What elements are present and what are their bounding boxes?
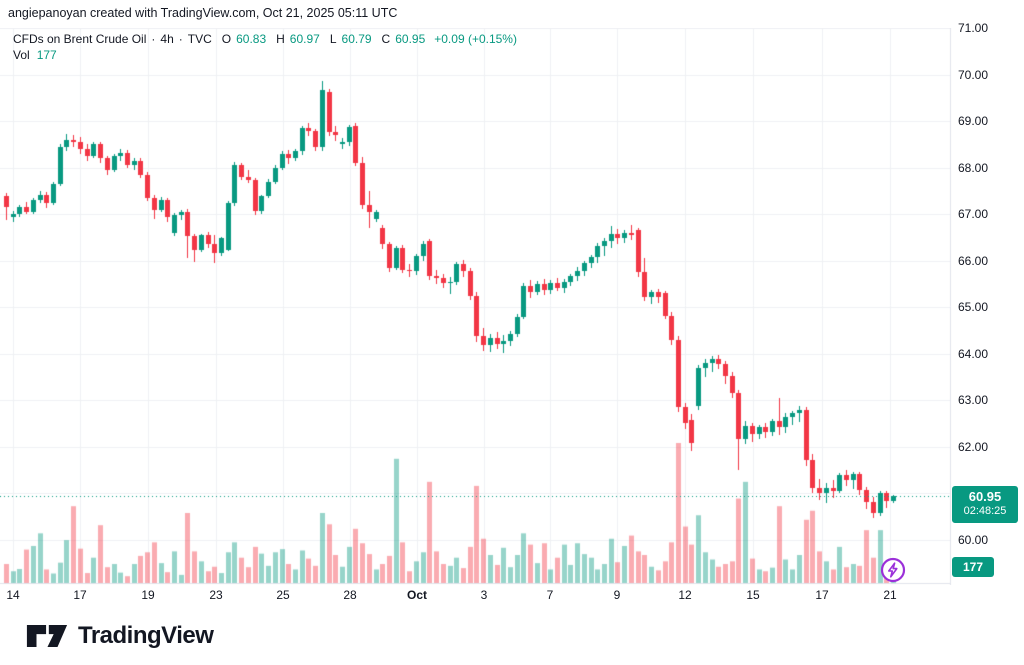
price-axis-label: 69.00 xyxy=(958,114,989,129)
flash-lightning-button[interactable] xyxy=(879,556,907,584)
high-label: H xyxy=(276,32,285,46)
volume-legend: Vol 177 xyxy=(13,48,57,62)
price-axis-label: 62.00 xyxy=(958,439,989,454)
legend-separator: · xyxy=(151,32,156,46)
tradingview-wordmark: TradingView xyxy=(78,622,214,649)
change-value: +0.09 (+0.15%) xyxy=(434,32,517,46)
symbol-legend: CFDs on Brent Crude Oil · 4h · TVC O 60.8… xyxy=(13,32,517,46)
volume-axis-badge: 177 xyxy=(952,557,994,577)
interval-label[interactable]: 4h xyxy=(160,32,174,46)
price-axis-label: 70.00 xyxy=(958,67,989,82)
current-price-value: 60.95 xyxy=(968,489,1002,504)
price-axis-label: 60.00 xyxy=(958,532,989,547)
attribution-text: angiepanoyan created with TradingView.co… xyxy=(8,6,398,20)
price-axis-label: 71.00 xyxy=(958,21,989,35)
time-axis-label: 15 xyxy=(746,588,760,602)
time-axis[interactable]: 14 17 19 23 25 28 Oct 3 7 9 12 15 17 21 xyxy=(0,588,950,604)
close-label: C xyxy=(381,32,391,46)
current-price-badge: 60.95 02:48:25 xyxy=(952,486,1018,523)
price-axis-label: 67.00 xyxy=(958,207,989,222)
price-axis-label: 63.00 xyxy=(958,393,989,408)
volume-label: Vol xyxy=(13,48,30,62)
time-axis-label: 17 xyxy=(815,588,829,602)
tradingview-logo-mark xyxy=(26,625,68,647)
open-label: O xyxy=(221,32,232,46)
time-axis-label: 19 xyxy=(141,588,155,602)
bar-countdown: 02:48:25 xyxy=(963,505,1007,518)
time-axis-label: 7 xyxy=(546,588,554,602)
lightning-icon xyxy=(880,557,906,583)
time-axis-label: 25 xyxy=(276,588,290,602)
time-axis-label: 12 xyxy=(678,588,692,602)
candlestick-chart[interactable] xyxy=(0,28,952,585)
price-axis[interactable]: 71.00 70.00 69.00 68.00 67.00 66.00 65.00 64.00… xyxy=(952,0,1024,610)
time-axis-label: 3 xyxy=(480,588,488,602)
time-axis-label: 14 xyxy=(6,588,20,602)
time-axis-label: 28 xyxy=(343,588,357,602)
time-axis-label: Oct xyxy=(406,588,428,602)
price-axis-label: 66.00 xyxy=(958,253,989,268)
price-axis-label: 65.00 xyxy=(958,300,989,315)
price-axis-label: 64.00 xyxy=(958,346,989,361)
symbol-title[interactable]: CFDs on Brent Crude Oil xyxy=(13,32,147,46)
legend-separator: · xyxy=(178,32,183,46)
time-axis-label: 23 xyxy=(209,588,223,602)
time-axis-label: 9 xyxy=(613,588,621,602)
exchange-label[interactable]: TVC xyxy=(187,32,212,46)
volume-value: 177 xyxy=(36,48,57,62)
low-value: 60.79 xyxy=(341,32,372,46)
time-axis-label: 21 xyxy=(883,588,897,602)
high-value: 60.97 xyxy=(289,32,320,46)
time-axis-label: 17 xyxy=(73,588,87,602)
open-value: 60.83 xyxy=(236,32,267,46)
close-value: 60.95 xyxy=(395,32,426,46)
low-label: L xyxy=(329,32,337,46)
price-axis-label: 68.00 xyxy=(958,160,989,175)
tradingview-logo[interactable]: TradingView xyxy=(26,619,214,653)
